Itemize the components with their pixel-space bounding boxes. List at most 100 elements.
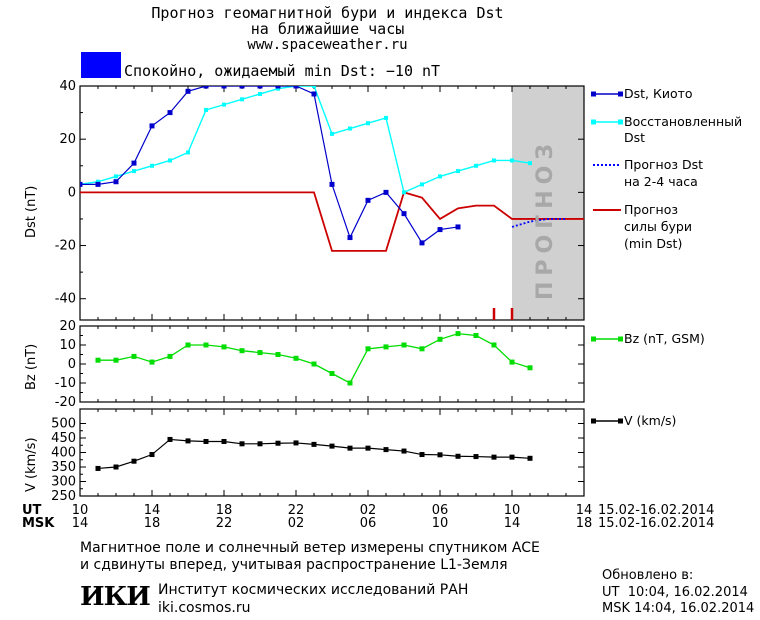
bz-series-point xyxy=(203,342,209,348)
legend-storm-label-3: (min Dst) xyxy=(624,236,683,251)
v-series-point xyxy=(311,441,317,447)
restored-dst-series-point xyxy=(330,131,334,136)
y-tick-label: 0 xyxy=(68,185,76,200)
kyoto-dst-series-point xyxy=(131,160,137,166)
v-series-point xyxy=(527,455,533,461)
bz-series-point xyxy=(293,355,299,361)
forecast-label-text: ПРОГНОЗ xyxy=(533,137,558,300)
legend-storm-label-2: силы бури xyxy=(624,219,692,234)
v-series-point xyxy=(347,445,353,451)
restored-dst-series-point xyxy=(366,121,370,126)
restored-dst-series-point xyxy=(384,115,388,120)
v-series-point xyxy=(491,454,497,460)
y-tick-label: -20 xyxy=(55,239,76,254)
v-series-point xyxy=(365,445,371,451)
bz-series-point xyxy=(383,344,389,350)
bz-series-point xyxy=(275,352,281,357)
legend-restored-label-2: Dst xyxy=(624,130,646,145)
y-tick-label: 400 xyxy=(51,446,76,461)
restored-dst-series-point xyxy=(240,97,244,102)
legend-dst-kyoto-swatch-marker xyxy=(591,91,596,97)
institute-name[interactable]: Институт космических исследований РАН xyxy=(158,582,469,598)
y-tick-label: -20 xyxy=(55,395,76,410)
y-tick-label: 300 xyxy=(51,475,76,490)
ut-range: 15.02-16.02.2014 xyxy=(598,503,715,518)
footer-note-line2: и сдвинуты вперед, учитывая распростране… xyxy=(80,557,508,573)
v-series-point xyxy=(473,454,479,460)
restored-dst-series-point xyxy=(96,179,100,184)
v-series-point xyxy=(275,440,281,446)
footer-note-line1: Магнитное поле и солнечный ветер измерен… xyxy=(80,540,540,556)
kyoto-dst-series-point xyxy=(437,227,443,233)
v-series-point xyxy=(509,454,515,460)
msk-tick-label: 02 xyxy=(287,516,305,531)
storm-forecast-series xyxy=(80,191,584,252)
legend-dst-kyoto-swatch xyxy=(591,91,623,97)
kyoto-dst-series-line xyxy=(80,86,459,244)
y-tick-label: 20 xyxy=(59,132,76,147)
kyoto-dst-series-point xyxy=(383,189,389,195)
v-series-point xyxy=(167,436,173,442)
kyoto-dst-series-point xyxy=(80,181,83,187)
bz-series-point xyxy=(527,365,533,371)
legend-v-label: V (km/s) xyxy=(624,413,677,428)
bz-series-point xyxy=(167,353,173,359)
restored-dst-series-point xyxy=(186,150,190,155)
bz-series-point xyxy=(131,353,137,359)
restored-dst-series-point xyxy=(258,91,262,96)
bz-series-point xyxy=(491,342,497,348)
legend-v-swatch-marker xyxy=(618,418,623,424)
y-tick-label: 10 xyxy=(59,338,76,353)
msk-tick-label: 18 xyxy=(143,516,161,531)
bz-series-point xyxy=(509,359,515,365)
bz-series-point xyxy=(149,359,155,365)
legend-storm-label-1: Прогноз xyxy=(624,202,679,217)
legend-restored-swatch-marker xyxy=(591,119,596,125)
msk-tick-label: 14 xyxy=(503,516,521,531)
bz-series-point xyxy=(365,346,371,352)
kyoto-dst-series-point xyxy=(455,224,461,230)
dst-forecast-series xyxy=(511,218,566,228)
v-series-point xyxy=(329,443,335,449)
bz-series-point xyxy=(347,380,353,386)
v-series-point xyxy=(437,452,443,458)
y-tick-label: 40 xyxy=(59,79,76,94)
restored-dst-series-point xyxy=(474,163,478,168)
institute-site[interactable]: iki.cosmos.ru xyxy=(158,600,251,616)
kyoto-dst-series-point xyxy=(149,123,155,129)
storm-forecast-series-line xyxy=(80,191,584,252)
kyoto-dst-series-point xyxy=(221,86,227,89)
legend-bz-swatch-marker xyxy=(618,336,623,342)
restored-dst-series-point xyxy=(204,107,208,112)
legend-v-swatch xyxy=(591,418,623,424)
chart-title-line1: Прогноз геомагнитной бури и индекса Dst xyxy=(151,4,504,22)
msk-tick-label: 06 xyxy=(359,516,377,531)
bz-series-point xyxy=(113,357,119,363)
panel-frame-1 xyxy=(79,325,585,403)
legend-restored-swatch xyxy=(591,119,623,125)
y-tick-label: 450 xyxy=(51,431,76,446)
forecast-zone-label: ПРОГНОЗ xyxy=(533,100,558,310)
legend-bz-swatch-marker xyxy=(591,336,596,342)
v-series-point xyxy=(149,452,155,458)
restored-dst-series-point xyxy=(150,163,154,168)
chart-title-line2: на ближайшие часы xyxy=(250,20,405,38)
restored-dst-series-point xyxy=(312,86,316,88)
bz-series xyxy=(95,331,533,386)
v-series-point xyxy=(455,453,461,459)
bz-series-point xyxy=(455,331,461,337)
restored-dst-series-point xyxy=(276,86,280,91)
msk-tick-label: 10 xyxy=(431,516,449,531)
restored-dst-series-point xyxy=(438,174,442,179)
kyoto-dst-series-point xyxy=(293,86,299,89)
kyoto-dst-series xyxy=(80,86,461,246)
kyoto-dst-series-point xyxy=(347,235,353,241)
panel-frame-0 xyxy=(79,85,585,321)
legend-forecast-label-2: на 2-4 часа xyxy=(624,174,698,189)
bz-series-point xyxy=(95,357,101,363)
kyoto-dst-series-point xyxy=(239,86,245,89)
legend-v-swatch-marker xyxy=(591,418,596,424)
legend-dst-kyoto-swatch-marker xyxy=(618,91,623,97)
bz-ylabel: Bz (nT) xyxy=(24,343,39,390)
status-text: Спокойно, ожидаемый min Dst: −10 nT xyxy=(124,62,441,80)
